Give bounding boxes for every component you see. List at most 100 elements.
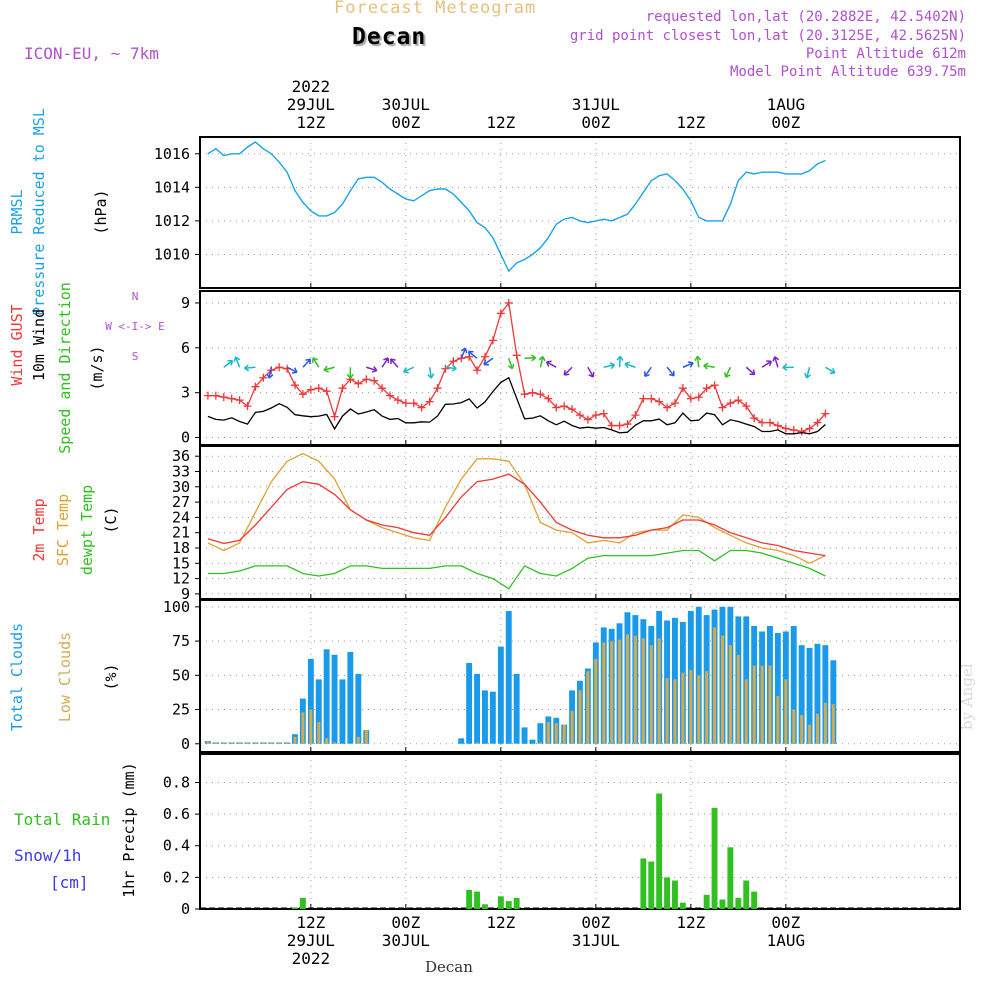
low-clouds-bar <box>816 713 819 744</box>
low-clouds-bar <box>602 642 606 744</box>
bottom-time-label: 30JUL <box>382 931 430 950</box>
wind-ytick-label: 0 <box>181 429 190 447</box>
gust-marker <box>568 405 577 414</box>
total-clouds-bar <box>695 606 702 744</box>
bottom-time-label: 00Z <box>771 913 800 932</box>
gust-marker <box>686 394 695 403</box>
wind-direction-arrow <box>761 360 772 368</box>
temp-unit: (C) <box>102 506 120 533</box>
rain-bar <box>513 897 520 909</box>
wind-direction-arrow <box>390 358 399 368</box>
wind-arrow-head <box>829 368 836 375</box>
total-clouds-bar <box>355 673 362 744</box>
wind-direction-arrow <box>223 360 233 368</box>
wind-arrow-head <box>766 360 773 367</box>
wind-direction-arrow <box>696 356 700 368</box>
low-clouds-bar <box>681 672 685 744</box>
gust-marker <box>639 394 648 403</box>
total-clouds-bar <box>513 673 520 744</box>
point-altitude: Point Altitude 612m <box>805 46 966 62</box>
rain-bar <box>474 891 480 909</box>
top-time-label: 1AUG <box>767 95 806 114</box>
gust-marker <box>275 363 284 372</box>
low-clouds-bar <box>333 742 337 744</box>
clouds-ytick-label: 50 <box>172 666 190 684</box>
rain-bar <box>482 904 488 909</box>
top-time-label: 00Z <box>581 113 610 132</box>
pressure-label-prmsl: PRMSL <box>8 189 26 234</box>
wind-arrow-head <box>644 371 650 378</box>
gust-marker <box>758 418 767 427</box>
gust-marker <box>227 394 236 403</box>
rain-bar <box>640 858 647 909</box>
wind-direction-arrow <box>403 366 415 373</box>
temp2m-line <box>207 473 826 557</box>
rain-bar <box>719 899 726 909</box>
wind-direction-arrow <box>745 366 756 376</box>
wind-ytick-label: 9 <box>181 294 190 312</box>
total-clouds-bar <box>315 679 322 744</box>
gust-marker <box>750 414 759 423</box>
gust-marker <box>536 390 545 399</box>
low-clouds-bar <box>538 742 542 744</box>
gust-marker <box>591 411 600 420</box>
gust-marker <box>504 298 513 307</box>
total-clouds-bar <box>482 690 488 744</box>
wind-direction-arrow <box>483 357 494 366</box>
gust-marker <box>211 391 220 400</box>
wind-arrow-head <box>749 369 756 376</box>
low-clouds-bar <box>317 721 321 744</box>
wind-arrow-head <box>588 371 595 378</box>
bottom-time-label: 29JUL <box>287 931 335 950</box>
total-clouds-bar <box>822 645 829 744</box>
rain-bar <box>751 891 758 909</box>
total-clouds-bar <box>521 727 528 744</box>
gust-marker <box>512 351 521 360</box>
wind-arrow-head <box>227 359 234 366</box>
wind-direction-arrow <box>428 367 433 379</box>
precip-ytick-label: 0.4 <box>163 837 190 855</box>
low-clouds-bar <box>768 665 772 744</box>
bottom-time-label: 12Z <box>486 913 515 932</box>
pressure-ytick-label: 1014 <box>154 178 190 196</box>
gridpoint-coords: grid point closest lon,lat (20.3125E, 42… <box>569 28 966 44</box>
top-time-label: 2022 <box>292 77 331 96</box>
clouds-unit: (%) <box>102 663 120 690</box>
rain-bar <box>664 877 670 909</box>
temperature-ytick-label: 36 <box>172 447 190 465</box>
model-altitude: Model Point Altitude 639.75m <box>729 64 966 80</box>
gust-marker <box>702 384 711 393</box>
wind-arrow-head <box>389 358 396 365</box>
total-clouds-bar <box>798 645 805 744</box>
wind-direction-arrow <box>312 357 320 368</box>
low-clouds-bar <box>562 724 566 744</box>
total-clouds-bar <box>347 652 354 744</box>
temperature-ytick-label: 30 <box>172 478 190 496</box>
precip-panel-frame <box>199 753 961 910</box>
wind-direction-arrow <box>682 362 694 368</box>
rain-bar <box>711 807 718 909</box>
low-clouds-bar <box>665 678 669 744</box>
wind-arrow-head <box>724 372 731 378</box>
top-time-label: 00Z <box>771 113 800 132</box>
precip-ytick-label: 0 <box>181 900 190 918</box>
gust-marker <box>362 375 371 384</box>
temp-label-2m: 2m Temp <box>30 498 48 561</box>
gust-marker <box>742 402 751 411</box>
rain-bar <box>743 880 750 909</box>
rain-bar <box>497 896 504 909</box>
wind-label-direction: Speed and Direction <box>56 282 74 454</box>
gust-marker <box>378 384 387 393</box>
top-time-label: 12Z <box>676 113 705 132</box>
rain-bar <box>735 897 742 909</box>
bottom-time-label: 12Z <box>676 913 705 932</box>
pressure-line <box>207 141 826 273</box>
rain-bar <box>292 907 298 909</box>
gust-marker <box>386 391 394 400</box>
precip-label-rain: Total Rain <box>14 810 110 829</box>
gust-marker <box>734 396 743 405</box>
location-title: Decan <box>352 24 427 50</box>
top-time-label: 12Z <box>486 113 515 132</box>
low-clouds-bar <box>831 704 835 744</box>
gust-marker <box>710 381 719 390</box>
